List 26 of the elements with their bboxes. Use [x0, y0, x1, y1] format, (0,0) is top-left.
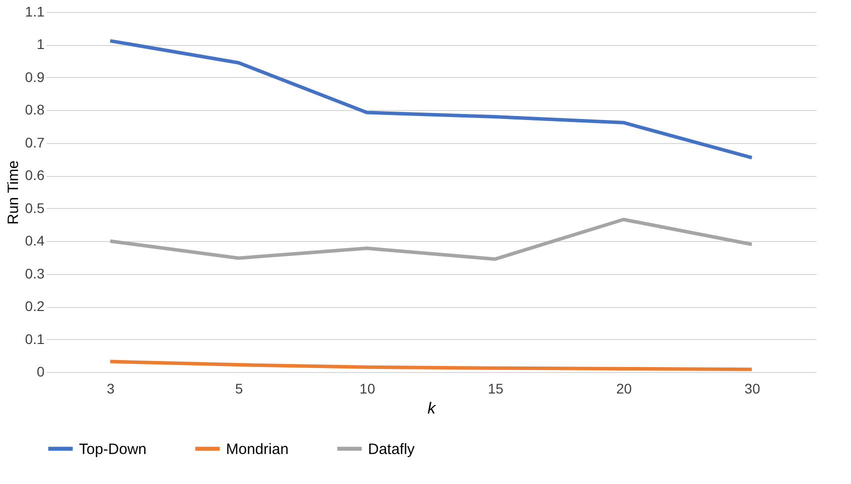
legend-label: Top-Down: [79, 440, 147, 458]
y-axis-title: Run Time: [5, 160, 22, 225]
y-tick-label: 0.8: [25, 102, 45, 118]
y-tick-label: 0.1: [25, 330, 45, 347]
y-tick-label: 1.1: [25, 4, 45, 20]
y-tick-label: 0.7: [25, 134, 45, 150]
x-tick-label: 30: [744, 380, 760, 396]
x-tick-label: 20: [616, 380, 632, 396]
y-tick-label: 0.9: [25, 68, 45, 85]
y-tick-label: 0: [36, 364, 45, 380]
x-tick-label: 5: [235, 380, 244, 396]
x-tick-label: 10: [360, 380, 376, 396]
line-series: [108, 39, 754, 160]
legend-label: Datafly: [368, 440, 416, 458]
y-tick-label: 1: [36, 36, 45, 52]
y-tick-label: 0.6: [25, 167, 45, 184]
y-tick-label: 0.2: [25, 298, 45, 314]
y-tick-label: 0.4: [25, 232, 45, 249]
x-tick-label: 15: [488, 380, 504, 396]
x-axis-title: k: [428, 400, 436, 418]
line-series: [108, 218, 754, 261]
y-tick-label: 0.5: [25, 200, 45, 216]
line-series: [108, 360, 754, 372]
x-tick-label: 3: [106, 380, 115, 396]
legend-label: Mondrian: [226, 440, 289, 458]
y-tick-label: 0.3: [25, 265, 45, 282]
